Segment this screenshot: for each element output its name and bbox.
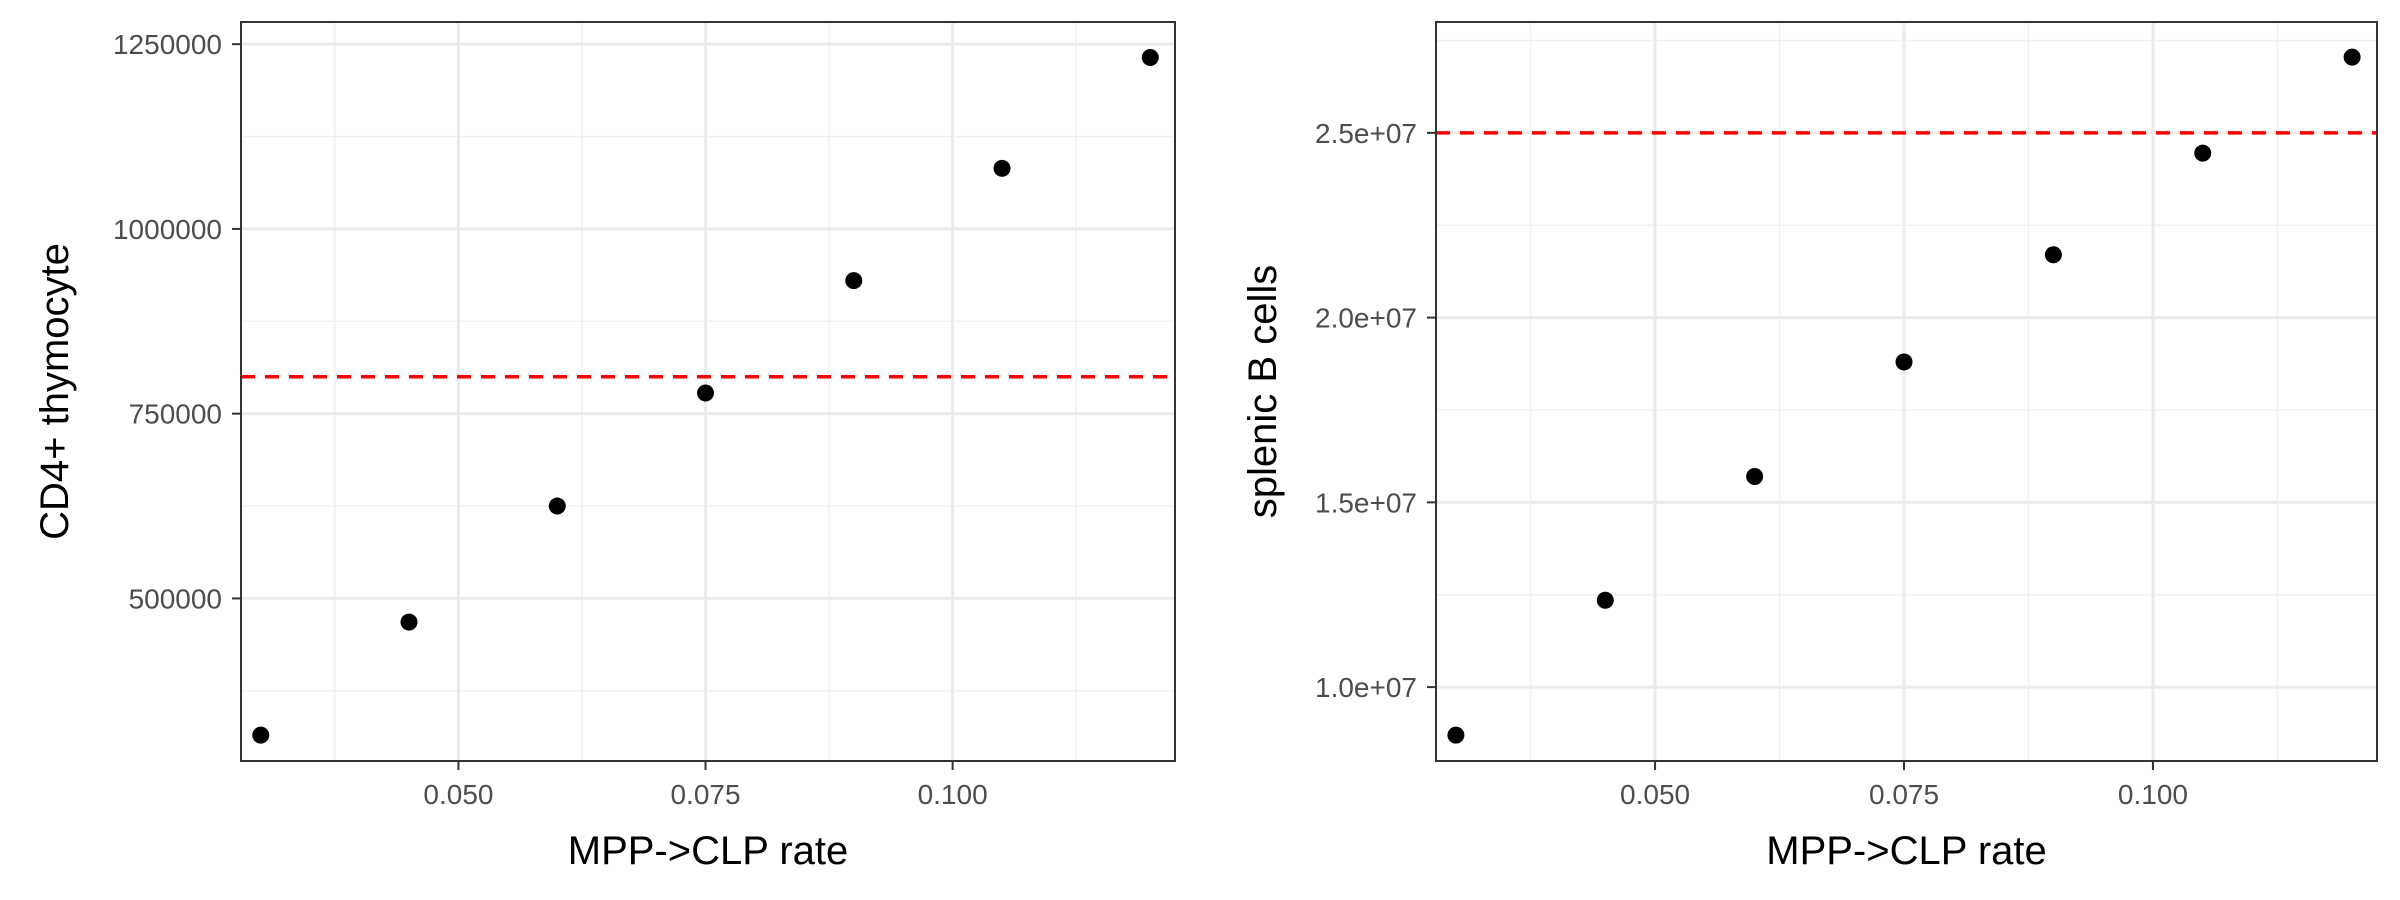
x-tick-label: 0.100 bbox=[918, 779, 988, 810]
y-tick-label: 1000000 bbox=[113, 214, 222, 245]
plot-background bbox=[1436, 22, 2377, 761]
data-point bbox=[697, 384, 715, 402]
panel-border bbox=[1435, 21, 2378, 762]
x-tick-label: 0.075 bbox=[1869, 779, 1939, 810]
x-tick-label: 0.100 bbox=[2118, 779, 2188, 810]
data-point bbox=[1141, 48, 1159, 66]
data-point bbox=[2044, 246, 2062, 264]
chart-panel-2: 0.050 0.075 0.100 1.0e+07 1.5e+07 2.0e+07 2.5e… bbox=[1241, 21, 2378, 873]
data-point bbox=[1447, 726, 1465, 744]
data-point bbox=[1596, 591, 1614, 609]
x-tick-label: 0.075 bbox=[670, 779, 740, 810]
chart-panel-1: 0.050 0.075 0.100 500000 750000 1000000 125000… bbox=[33, 21, 1176, 873]
y-tick-label: 2.0e+07 bbox=[1315, 303, 1417, 334]
data-point bbox=[1746, 467, 1764, 485]
data-point bbox=[993, 159, 1011, 177]
x-tick-label: 0.050 bbox=[423, 779, 493, 810]
y-tick-label: 500000 bbox=[129, 583, 222, 614]
data-point bbox=[1895, 353, 1913, 371]
data-point bbox=[548, 497, 566, 515]
data-point bbox=[2194, 144, 2212, 162]
y-tick-label: 750000 bbox=[129, 399, 222, 430]
data-point bbox=[252, 726, 270, 744]
data-point bbox=[2343, 48, 2361, 66]
data-point bbox=[845, 272, 863, 290]
y-axis-title: CD4+ thymocyte bbox=[33, 243, 77, 540]
x-tick-label: 0.050 bbox=[1620, 779, 1690, 810]
panel-border bbox=[240, 21, 1176, 762]
y-axis-title: splenic B cells bbox=[1241, 265, 1285, 518]
y-tick-label: 1.5e+07 bbox=[1315, 487, 1417, 518]
y-tick-label: 1.0e+07 bbox=[1315, 672, 1417, 703]
data-point bbox=[400, 613, 418, 631]
y-tick-label: 1250000 bbox=[113, 29, 222, 60]
y-tick-label: 2.5e+07 bbox=[1315, 118, 1417, 149]
x-axis-title: MPP->CLP rate bbox=[1766, 829, 2047, 873]
x-axis-title: MPP->CLP rate bbox=[568, 829, 849, 873]
